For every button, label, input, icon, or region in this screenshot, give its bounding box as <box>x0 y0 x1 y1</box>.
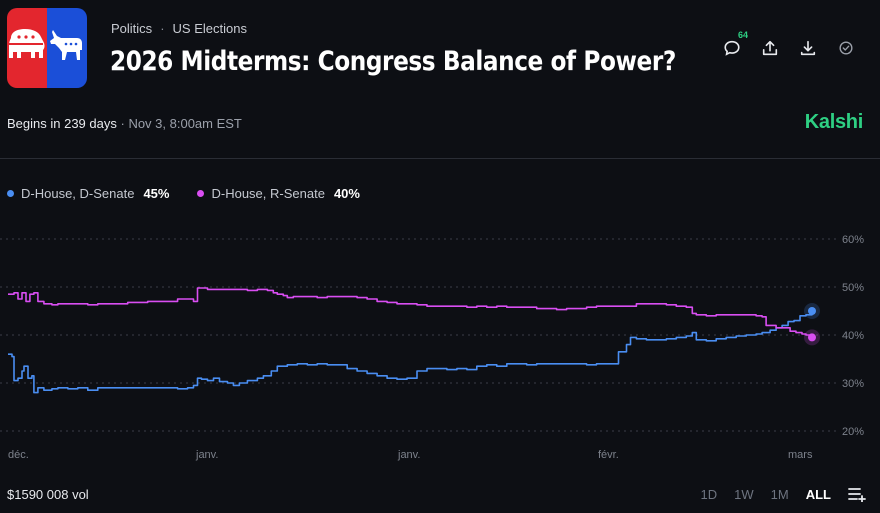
breadcrumb: Politics · US Elections <box>111 21 247 36</box>
market-logo <box>7 8 87 88</box>
share-button[interactable] <box>760 38 780 58</box>
comments-count-badge: 64 <box>737 30 748 40</box>
series-end-point <box>808 333 816 342</box>
share-icon <box>762 40 778 56</box>
legend-value: 40% <box>333 186 360 201</box>
comment-icon <box>724 40 740 56</box>
comments-button[interactable]: 64 <box>722 30 748 58</box>
toolbar: 64 <box>722 30 856 58</box>
x-tick-label: janv. <box>397 449 420 461</box>
check-circle-icon <box>839 41 853 55</box>
x-tick-label: févr. <box>598 449 619 461</box>
series-end-point <box>808 307 816 315</box>
range-all[interactable]: ALL <box>805 486 831 502</box>
time-range-selector: 1D 1W 1M ALL <box>701 486 866 502</box>
event-timing: Begins in 239 days · Nov 3, 8:00am EST <box>7 116 242 131</box>
y-tick-label: 20% <box>842 426 864 438</box>
series-line-d-house-d-senate <box>8 311 813 394</box>
legend-label: D-House, R-Senate <box>211 186 325 201</box>
verify-button[interactable] <box>836 38 856 58</box>
breadcrumb-category[interactable]: Politics <box>111 21 153 36</box>
y-tick-label: 60% <box>842 234 864 246</box>
breadcrumb-subcategory[interactable]: US Elections <box>172 21 247 36</box>
range-1m[interactable]: 1M <box>770 486 789 502</box>
page-title: 2026 Midterms: Congress Balance of Power… <box>110 46 676 77</box>
chart-legend: D-House, D-Senate 45% D-House, R-Senate … <box>7 186 360 201</box>
elephant-icon <box>7 8 47 88</box>
legend-swatch <box>7 190 14 197</box>
chart-options-icon[interactable] <box>848 486 866 502</box>
legend-swatch <box>197 190 205 197</box>
x-tick-label: mars <box>788 449 813 461</box>
price-history-chart[interactable]: 20% 30% 40% 50% 60% déc. janv. janv. févr. mars <box>0 225 880 470</box>
y-tick-label: 40% <box>842 330 864 342</box>
download-icon <box>800 40 816 56</box>
breadcrumb-separator: · <box>160 21 165 36</box>
y-tick-label: 30% <box>842 378 864 390</box>
legend-value: 45% <box>143 186 170 201</box>
volume: $1590 008 vol <box>7 487 89 502</box>
x-tick-label: janv. <box>195 449 218 461</box>
y-tick-label: 50% <box>842 282 864 294</box>
divider <box>0 158 880 159</box>
begins-label: Begins in 239 days <box>7 116 117 131</box>
begins-date: Nov 3, 8:00am EST <box>128 116 242 131</box>
legend-item-d-house-d-senate[interactable]: D-House, D-Senate 45% <box>7 186 169 201</box>
begins-separator: · <box>120 116 129 131</box>
legend-item-d-house-r-senate[interactable]: D-House, R-Senate 40% <box>197 186 360 201</box>
download-button[interactable] <box>798 38 818 58</box>
x-tick-label: déc. <box>8 449 29 461</box>
range-1d[interactable]: 1D <box>700 486 718 502</box>
legend-label: D-House, D-Senate <box>21 186 135 201</box>
donkey-icon <box>47 8 87 88</box>
range-1w[interactable]: 1W <box>734 486 754 502</box>
brand-logo[interactable]: Kalshi <box>804 111 864 133</box>
series-line-d-house-r-senate <box>8 287 813 338</box>
